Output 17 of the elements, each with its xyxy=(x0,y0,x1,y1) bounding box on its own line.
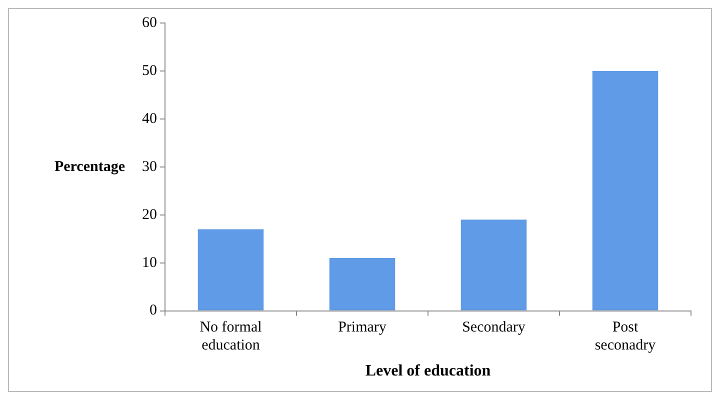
y-axis-title: Percentage xyxy=(54,158,126,175)
x-tick-label: Post seconadry xyxy=(594,320,656,354)
y-tick-label: 0 xyxy=(150,302,157,319)
bar xyxy=(198,229,264,310)
bar xyxy=(592,70,658,310)
x-tick-label: No formal education xyxy=(200,320,262,354)
x-tick-label: Secondary xyxy=(462,320,526,336)
x-tick-label: Primary xyxy=(338,320,387,336)
y-tick-label: 50 xyxy=(142,62,157,79)
bar xyxy=(460,220,527,310)
y-tick-label: 10 xyxy=(142,254,157,271)
y-tick-label: 20 xyxy=(142,206,157,223)
bar xyxy=(329,258,396,310)
y-tick-label: 30 xyxy=(142,158,157,175)
y-tick-label: 40 xyxy=(142,110,157,127)
y-tick-label: 60 xyxy=(142,14,157,31)
x-axis-title: Level of education xyxy=(365,362,491,380)
